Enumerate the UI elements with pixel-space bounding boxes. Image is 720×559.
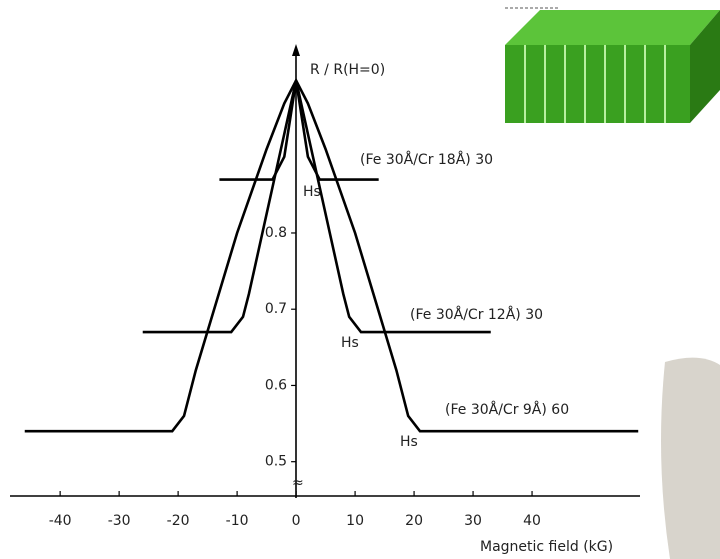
y-axis-arrow [292, 44, 300, 56]
decoration-block [505, 7, 720, 123]
x-tick-label: 0 [292, 513, 301, 529]
x-tick-label: -20 [167, 513, 190, 529]
y-axis-label: R / R(H=0) [310, 62, 385, 78]
x-tick-label: 30 [464, 513, 482, 529]
saturation-label: Hs [303, 184, 321, 200]
decoration-photo [661, 357, 720, 559]
series-label: (Fe 30Å/Cr 12Å) 30 [410, 306, 543, 323]
x-tick-label: 20 [405, 513, 423, 529]
saturation-label: Hs [341, 335, 359, 351]
axis-break: ≈ [292, 475, 304, 491]
x-tick-label: -30 [108, 513, 131, 529]
x-tick-label: -40 [49, 513, 72, 529]
y-tick-label: 0.7 [265, 301, 287, 317]
x-tick-label: 10 [346, 513, 364, 529]
series-line [24, 77, 639, 433]
x-tick-label: 40 [523, 513, 541, 529]
y-tick-label: 0.5 [265, 454, 287, 470]
y-tick-label: 0.6 [265, 377, 287, 393]
series-label: (Fe 30Å/Cr 9Å) 60 [445, 401, 569, 418]
series-line [142, 80, 491, 334]
x-axis-label: Magnetic field (kG) [480, 539, 613, 555]
series-label: (Fe 30Å/Cr 18Å) 30 [360, 151, 493, 168]
x-tick-label: -10 [226, 513, 249, 529]
y-tick-label: 0.8 [265, 225, 287, 241]
saturation-label: Hs [400, 434, 418, 450]
